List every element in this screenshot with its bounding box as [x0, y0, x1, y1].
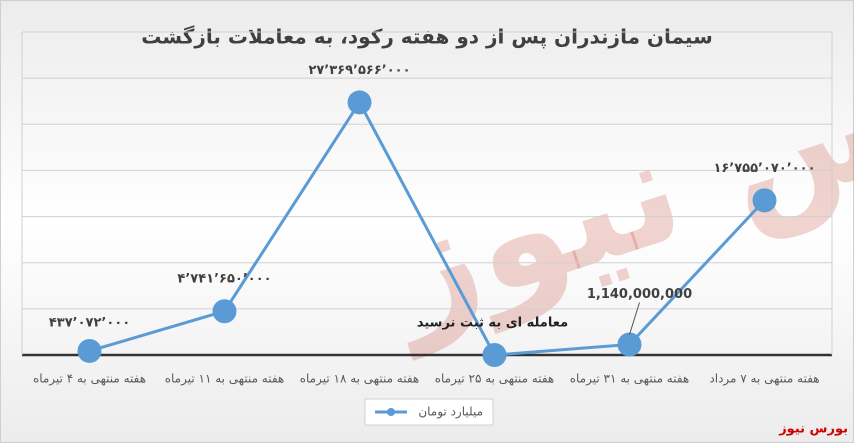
data-point — [212, 299, 237, 324]
annotation: معامله ای به ثبت نرسید — [417, 316, 568, 331]
data-point — [77, 338, 102, 363]
data-label: ۱۶٬۷۵۵٬۰۷۰٬۰۰۰ — [713, 161, 815, 176]
leader-line — [629, 302, 640, 335]
source: بورس نیوز — [778, 422, 848, 437]
data-point — [482, 343, 507, 367]
x-tick-label: هفته منتهی به ۷ مرداد — [709, 372, 819, 387]
x-tick-label: هفته منتهی به ۱۱ تیرماه — [165, 372, 285, 387]
data-label: 1,140,000,000 — [587, 287, 692, 302]
x-tick-label: هفته منتهی به ۲۵ تیرماه — [435, 372, 555, 387]
legend-swatch-marker — [387, 408, 395, 416]
data-point — [347, 90, 372, 115]
legend-label: میلیارد تومان — [418, 405, 483, 420]
data-label: ۲۷٬۳۶۹٬۵۶۶٬۰۰۰ — [308, 63, 410, 78]
x-tick-label: هفته منتهی به ۱۸ تیرماه — [300, 372, 420, 387]
data-label: ۴۳۷٬۰۷۲٬۰۰۰ — [49, 315, 130, 330]
x-tick-label: هفته منتهی به ۴ تیرماه — [33, 372, 146, 387]
data-point — [752, 188, 777, 213]
chart-title: سیمان مازندران پس از دو هفته رکود، به مع… — [141, 25, 713, 50]
data-point — [617, 332, 642, 357]
data-label: ۴٬۷۴۱٬۶۵۰٬۰۰۰ — [177, 272, 271, 287]
series-line — [89, 99, 766, 357]
x-tick-label: هفته منتهی به ۳۱ تیرماه — [570, 372, 690, 387]
